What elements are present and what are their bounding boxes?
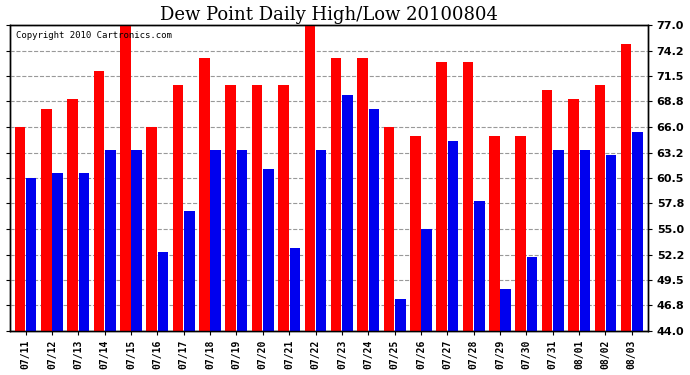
Bar bbox=[632, 132, 643, 331]
Bar bbox=[474, 201, 484, 331]
Bar bbox=[94, 72, 104, 331]
Bar bbox=[316, 150, 326, 331]
Bar bbox=[105, 150, 115, 331]
Bar bbox=[384, 127, 394, 331]
Bar bbox=[41, 108, 52, 331]
Bar bbox=[68, 99, 78, 331]
Bar bbox=[331, 57, 342, 331]
Bar bbox=[436, 62, 447, 331]
Bar bbox=[263, 169, 274, 331]
Bar bbox=[146, 127, 157, 331]
Bar bbox=[184, 210, 195, 331]
Bar bbox=[210, 150, 221, 331]
Bar bbox=[606, 155, 616, 331]
Bar bbox=[131, 150, 142, 331]
Bar bbox=[237, 150, 248, 331]
Bar bbox=[342, 94, 353, 331]
Bar bbox=[542, 90, 553, 331]
Bar bbox=[357, 57, 368, 331]
Bar bbox=[120, 25, 130, 331]
Bar bbox=[595, 86, 605, 331]
Bar bbox=[489, 136, 500, 331]
Title: Dew Point Daily High/Low 20100804: Dew Point Daily High/Low 20100804 bbox=[160, 6, 497, 24]
Bar bbox=[515, 136, 526, 331]
Bar bbox=[26, 178, 37, 331]
Bar bbox=[79, 174, 89, 331]
Bar bbox=[226, 86, 236, 331]
Bar bbox=[278, 86, 288, 331]
Bar bbox=[463, 62, 473, 331]
Bar bbox=[199, 57, 210, 331]
Bar bbox=[14, 127, 25, 331]
Text: Copyright 2010 Cartronics.com: Copyright 2010 Cartronics.com bbox=[16, 31, 172, 40]
Bar bbox=[422, 229, 432, 331]
Bar bbox=[621, 44, 631, 331]
Bar bbox=[252, 86, 262, 331]
Bar bbox=[580, 150, 590, 331]
Bar bbox=[448, 141, 458, 331]
Bar bbox=[526, 257, 538, 331]
Bar bbox=[395, 298, 406, 331]
Bar bbox=[304, 25, 315, 331]
Bar bbox=[172, 86, 184, 331]
Bar bbox=[290, 248, 300, 331]
Bar bbox=[500, 290, 511, 331]
Bar bbox=[553, 150, 564, 331]
Bar bbox=[158, 252, 168, 331]
Bar bbox=[52, 174, 63, 331]
Bar bbox=[368, 108, 380, 331]
Bar bbox=[568, 99, 579, 331]
Bar bbox=[410, 136, 421, 331]
